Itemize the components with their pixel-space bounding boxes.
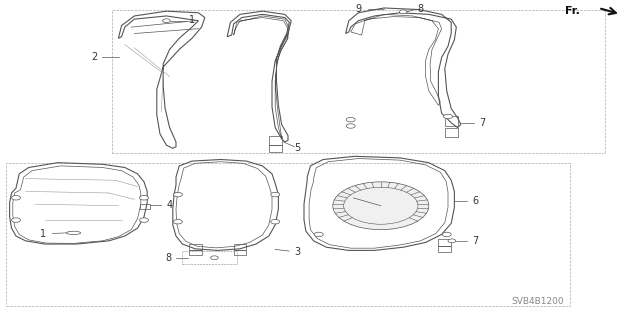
Text: 5: 5 (294, 143, 301, 153)
Text: 7: 7 (479, 118, 485, 128)
Bar (112, 10, 605, 153)
Circle shape (173, 192, 182, 197)
Circle shape (12, 196, 20, 200)
Text: 2: 2 (91, 52, 97, 63)
Circle shape (444, 114, 452, 119)
Text: 8: 8 (165, 253, 172, 263)
Text: 3: 3 (294, 247, 301, 257)
Circle shape (399, 10, 407, 14)
Circle shape (271, 219, 280, 224)
Circle shape (333, 182, 429, 230)
Text: 8: 8 (417, 4, 424, 14)
Text: Fr.: Fr. (565, 6, 580, 16)
Circle shape (346, 117, 355, 122)
Circle shape (140, 218, 148, 222)
Text: 7: 7 (472, 236, 479, 246)
Circle shape (442, 232, 451, 237)
Text: 4: 4 (166, 200, 173, 211)
Circle shape (163, 19, 170, 23)
Circle shape (314, 232, 323, 237)
Circle shape (140, 196, 148, 200)
Circle shape (12, 218, 20, 222)
Text: 6: 6 (472, 196, 479, 206)
Bar (182, 251, 237, 264)
Circle shape (271, 192, 280, 197)
Circle shape (173, 219, 182, 224)
Circle shape (448, 239, 456, 243)
Text: 1: 1 (189, 15, 195, 25)
Circle shape (346, 124, 355, 128)
Text: 1: 1 (40, 229, 46, 239)
Bar (6, 163, 570, 306)
Text: SVB4B1200: SVB4B1200 (511, 297, 564, 306)
Text: 9: 9 (355, 4, 362, 14)
Circle shape (211, 256, 218, 260)
